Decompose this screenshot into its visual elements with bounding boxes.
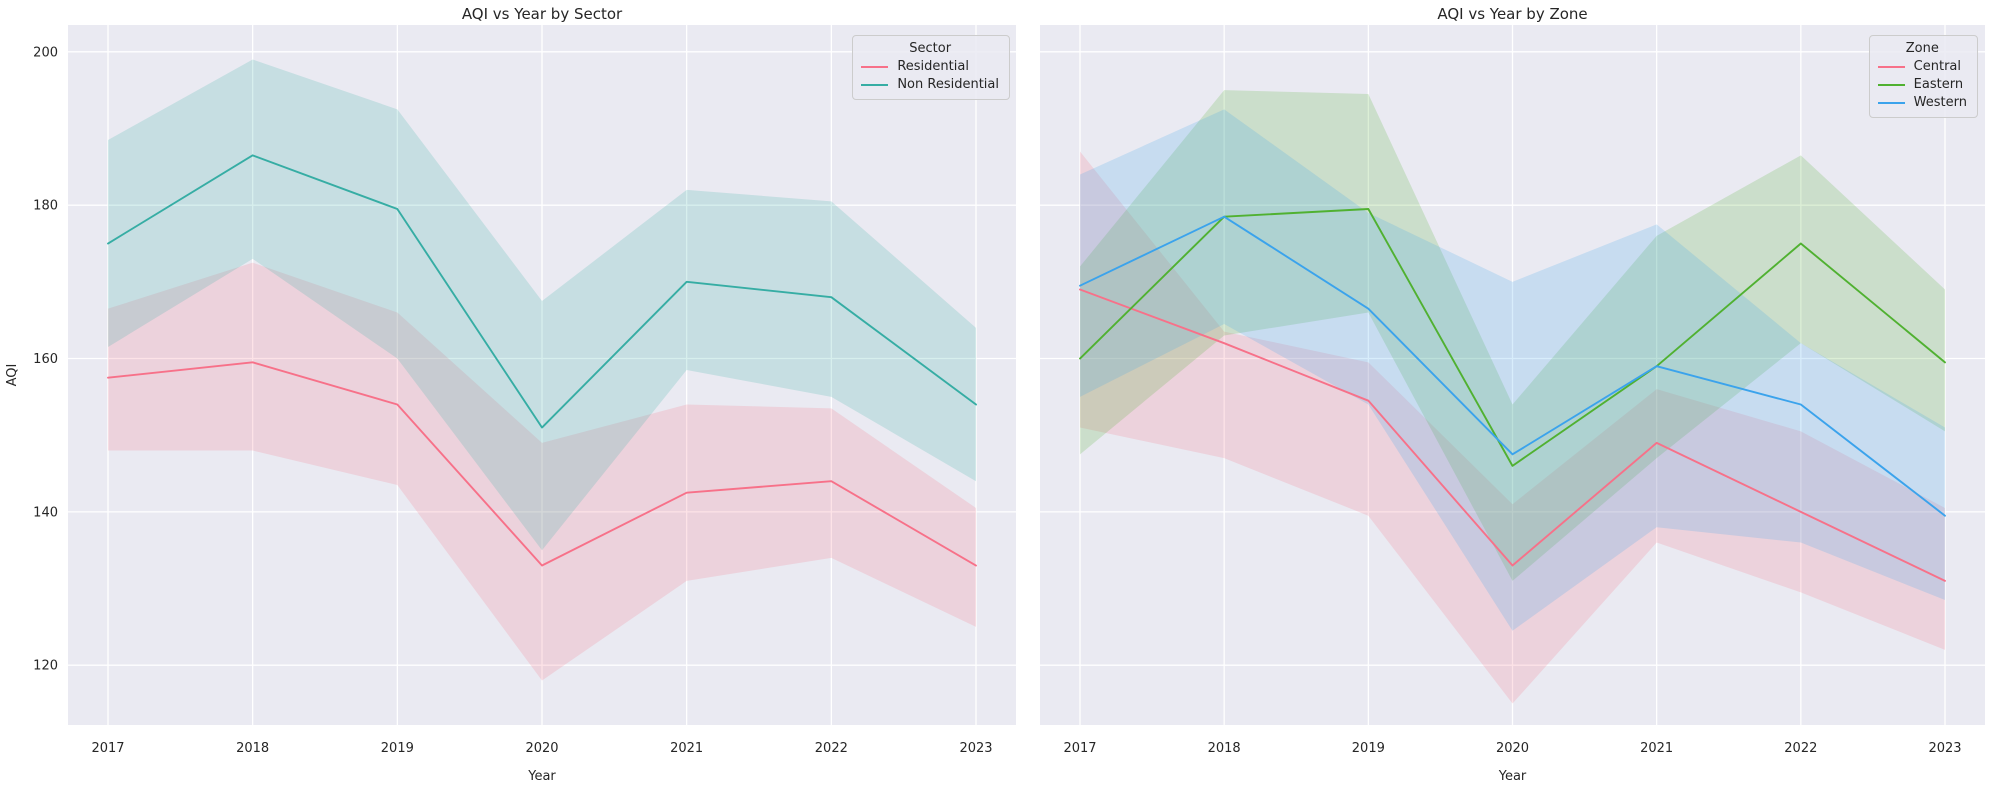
legend-item-label: Western: [1913, 95, 1967, 110]
zone-western-ci-band: [1080, 109, 1945, 631]
legend-line-swatch: [861, 65, 889, 68]
sector-x-tick-label: 2022: [815, 741, 848, 756]
zone-x-tick-label: 2023: [1928, 741, 1961, 756]
zone-x-axis-label: Year: [1498, 769, 1527, 784]
sector-x-tick-label: 2019: [381, 741, 414, 756]
legend-line-swatch: [1877, 83, 1905, 86]
zone-legend-item-eastern: Eastern: [1877, 77, 1967, 92]
zone-x-tick-label: 2020: [1496, 741, 1529, 756]
sector-x-tick-label: 2018: [236, 741, 269, 756]
sector-y-tick-label: 160: [33, 352, 58, 367]
sector-y-tick-label: 200: [33, 45, 58, 60]
zone-x-tick-label: 2021: [1640, 741, 1673, 756]
sector-x-tick-label: 2023: [959, 741, 992, 756]
sector-x-tick-label: 2020: [525, 741, 558, 756]
zone-central-ci-band: [1080, 151, 1945, 704]
sector-residential-line: [107, 361, 977, 567]
legend-line-swatch: [1877, 65, 1905, 68]
sector-legend-title: Sector: [909, 41, 952, 56]
zone-x-tick-label: 2017: [1063, 741, 1096, 756]
sector-legend-item-residential: Residential: [861, 59, 999, 74]
sector-legend-item-non-residential: Non Residential: [861, 77, 999, 92]
sector-residential-ci-band: [108, 262, 976, 681]
legend-line-swatch: [1877, 101, 1905, 104]
legend-item-label: Eastern: [1913, 77, 1964, 92]
sector-x-axis-label: Year: [527, 769, 556, 784]
zone-x-tick-label: 2022: [1784, 741, 1817, 756]
sector-y-tick-label: 180: [33, 199, 58, 214]
sector-x-tick-label: 2021: [670, 741, 703, 756]
zone-legend: Zone Central Eastern Western: [1868, 35, 1978, 118]
zone-legend-item-western: Western: [1877, 95, 1967, 110]
left-chart-title: AQI vs Year by Sector: [461, 5, 623, 23]
sector-y-tick-label: 140: [33, 505, 58, 520]
legend-item-label: Non Residential: [897, 77, 999, 92]
legend-item-label: Residential: [897, 59, 969, 74]
sector-x-tick-label: 2017: [91, 741, 124, 756]
zone-central-line: [1079, 288, 1946, 582]
zone-x-tick-label: 2019: [1352, 741, 1385, 756]
sector-y-axis-label: AQI: [5, 364, 20, 387]
zone-legend-item-central: Central: [1877, 59, 1967, 74]
legend-line-swatch: [861, 83, 889, 86]
sector-legend: Sector Residential Non Residential: [852, 35, 1010, 100]
zone-western-line: [1079, 215, 1946, 517]
sector-y-tick-label: 120: [33, 659, 58, 674]
zone-legend-title: Zone: [1905, 41, 1939, 56]
zone-x-tick-label: 2018: [1208, 741, 1241, 756]
legend-item-label: Central: [1913, 59, 1962, 74]
sector-non-residential-line: [107, 154, 977, 429]
right-chart-title: AQI vs Year by Zone: [1437, 5, 1588, 23]
